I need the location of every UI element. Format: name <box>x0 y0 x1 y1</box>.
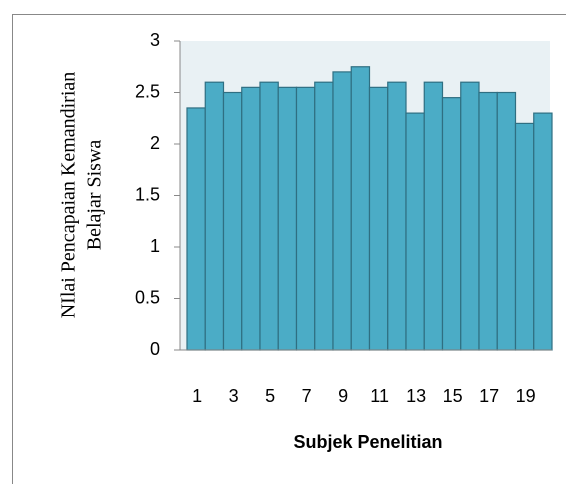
bar <box>314 81 334 351</box>
x-tick-label: 15 <box>443 386 463 406</box>
bar <box>514 122 535 351</box>
bar <box>368 86 389 351</box>
x-tick-label: 13 <box>406 386 426 406</box>
x-tick-label: 11 <box>370 386 389 406</box>
y-axis-label: NIlai Pencapaian Kemandirian <box>58 72 80 319</box>
x-tick-label: 17 <box>479 386 499 406</box>
bar <box>186 107 206 351</box>
y-axis-label: Belajar Siswa <box>84 140 106 251</box>
bar <box>277 86 298 351</box>
bar <box>441 97 462 351</box>
y-tick-label: 3 <box>150 30 160 50</box>
bar <box>350 66 371 351</box>
bar <box>496 91 517 351</box>
bar <box>241 86 261 351</box>
bar <box>222 91 243 351</box>
x-axis-label: Subjek Penelitian <box>293 432 442 452</box>
y-tick-label: 2.5 <box>135 81 160 101</box>
x-tick-label: 1 <box>192 386 202 406</box>
x-tick-label: 9 <box>338 386 348 406</box>
y-tick-label: 0.5 <box>135 287 160 307</box>
bar <box>460 81 480 351</box>
bar <box>423 81 444 351</box>
bar <box>332 71 352 351</box>
bar <box>533 112 553 351</box>
bar <box>259 81 279 351</box>
x-tick-label: 7 <box>302 386 312 406</box>
x-tick-label: 5 <box>265 386 275 406</box>
x-tick-label: 3 <box>229 386 239 406</box>
y-tick-label: 2 <box>150 133 160 153</box>
x-tick-label: 19 <box>516 386 536 406</box>
bar <box>405 112 425 351</box>
y-tick-label: 1 <box>150 236 160 256</box>
bar <box>478 91 498 351</box>
bar <box>295 86 316 351</box>
y-tick-label: 1.5 <box>135 184 160 204</box>
bar <box>204 81 225 351</box>
bar <box>387 81 407 351</box>
frame <box>12 14 566 484</box>
y-tick-label: 0 <box>150 339 160 359</box>
